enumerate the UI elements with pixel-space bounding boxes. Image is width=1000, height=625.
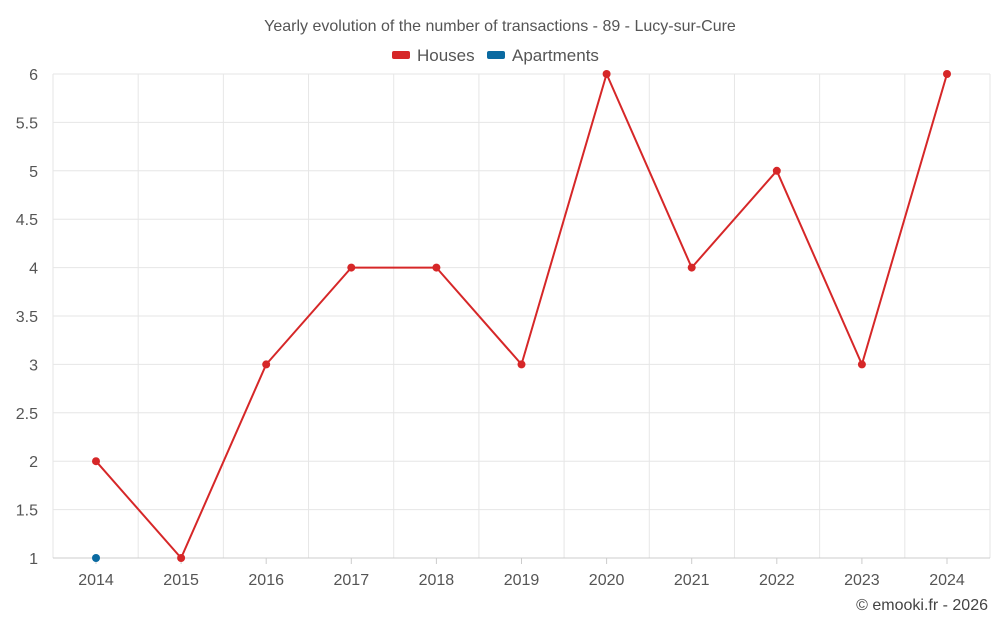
y-tick-label: 3.5: [16, 309, 38, 326]
x-tick-label: 2024: [929, 572, 965, 589]
y-tick-label: 5.5: [16, 115, 38, 132]
data-point-houses[interactable]: [772, 166, 781, 175]
y-tick-label: 1.5: [16, 503, 38, 520]
legend-item-apartments[interactable]: Apartments: [487, 46, 599, 65]
chart-title: Yearly evolution of the number of transa…: [264, 18, 736, 35]
data-point-houses[interactable]: [262, 360, 271, 369]
legend-label-houses: Houses: [417, 46, 475, 65]
x-tick-label: 2014: [78, 572, 114, 589]
data-point-houses[interactable]: [432, 263, 441, 272]
x-tick-label: 2021: [674, 572, 710, 589]
x-tick-label: 2016: [248, 572, 284, 589]
x-tick-label: 2023: [844, 572, 880, 589]
x-tick-label: 2017: [334, 572, 370, 589]
x-tick-label: 2015: [163, 572, 199, 589]
series-layer: [92, 70, 951, 562]
legend-item-houses[interactable]: Houses: [392, 46, 475, 65]
x-tick-label: 2022: [759, 572, 795, 589]
x-tick-label: 2020: [589, 572, 625, 589]
data-point-houses[interactable]: [602, 70, 611, 78]
credit-text: © emooki.fr - 2026: [856, 597, 988, 614]
y-tick-label: 6: [29, 67, 38, 84]
y-tick-label: 2.5: [16, 406, 38, 423]
y-tick-label: 3: [29, 357, 38, 374]
data-point-houses[interactable]: [857, 360, 866, 369]
x-tick-label: 2018: [419, 572, 455, 589]
data-point-houses[interactable]: [687, 263, 696, 272]
data-point-houses[interactable]: [177, 554, 186, 562]
y-axis: 1 1.5 2 2.5 3 3.5 4 4.5 5 5.5 6: [16, 67, 38, 568]
legend-label-apartments: Apartments: [512, 46, 599, 65]
data-point-apartments[interactable]: [92, 554, 100, 562]
y-tick-label: 4: [29, 261, 38, 278]
legend-swatch-houses: [392, 51, 410, 59]
x-tick-label: 2019: [504, 572, 540, 589]
grid: [52, 73, 991, 559]
legend-swatch-apartments: [487, 51, 505, 59]
legend: Houses Apartments: [392, 46, 599, 65]
y-tick-label: 1: [29, 551, 38, 568]
data-point-houses[interactable]: [517, 360, 526, 369]
y-tick-label: 5: [29, 164, 38, 181]
y-tick-label: 4.5: [16, 212, 38, 229]
data-point-houses[interactable]: [943, 70, 951, 78]
data-point-houses[interactable]: [347, 263, 356, 272]
y-tick-label: 2: [29, 454, 38, 471]
x-axis: 2014 2015 2016 2017 2018 2019 2020 2021 2022 2023…: [53, 557, 990, 589]
data-point-houses[interactable]: [92, 457, 100, 466]
